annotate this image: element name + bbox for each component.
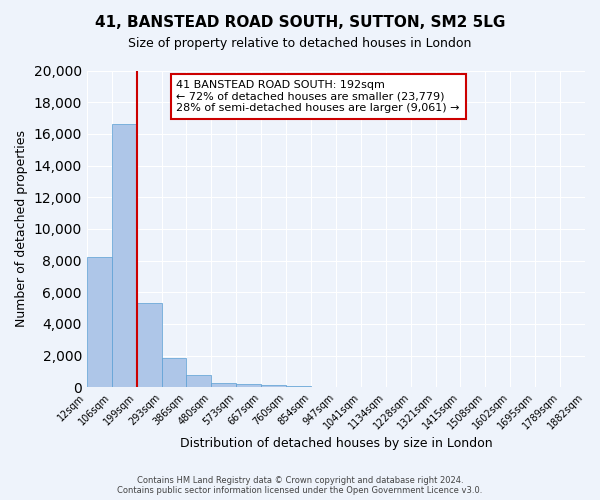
X-axis label: Distribution of detached houses by size in London: Distribution of detached houses by size …: [179, 437, 492, 450]
Text: Contains HM Land Registry data © Crown copyright and database right 2024.
Contai: Contains HM Land Registry data © Crown c…: [118, 476, 482, 495]
Bar: [236, 384, 261, 388]
Bar: [187, 376, 211, 388]
Bar: [112, 124, 137, 388]
Bar: [261, 385, 286, 388]
Y-axis label: Number of detached properties: Number of detached properties: [15, 130, 28, 328]
Bar: [286, 386, 311, 388]
Bar: [161, 358, 187, 388]
Bar: [137, 304, 161, 388]
Bar: [87, 258, 112, 388]
Text: 41 BANSTEAD ROAD SOUTH: 192sqm
← 72% of detached houses are smaller (23,779)
28%: 41 BANSTEAD ROAD SOUTH: 192sqm ← 72% of …: [176, 80, 460, 113]
Text: Size of property relative to detached houses in London: Size of property relative to detached ho…: [128, 38, 472, 51]
Bar: [211, 382, 236, 388]
Text: 41, BANSTEAD ROAD SOUTH, SUTTON, SM2 5LG: 41, BANSTEAD ROAD SOUTH, SUTTON, SM2 5LG: [95, 15, 505, 30]
